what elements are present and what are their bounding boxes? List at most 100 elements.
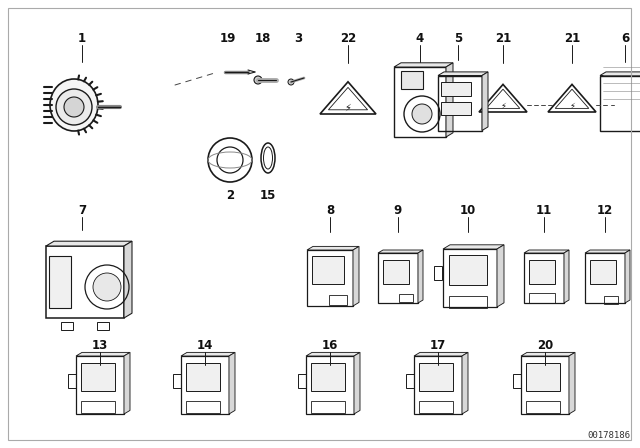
Bar xyxy=(529,260,555,284)
Bar xyxy=(298,374,306,388)
Bar xyxy=(526,401,560,413)
Bar xyxy=(329,295,347,305)
Text: 7: 7 xyxy=(78,203,86,216)
Bar xyxy=(81,363,115,391)
Polygon shape xyxy=(378,250,423,253)
Polygon shape xyxy=(229,353,235,414)
Polygon shape xyxy=(521,353,575,356)
Text: 19: 19 xyxy=(220,31,236,44)
Bar xyxy=(521,356,569,414)
Bar xyxy=(443,249,497,307)
Text: 21: 21 xyxy=(495,31,511,44)
Polygon shape xyxy=(600,72,640,76)
Polygon shape xyxy=(414,353,468,356)
Text: 4: 4 xyxy=(416,31,424,44)
Text: 17: 17 xyxy=(430,339,446,352)
Polygon shape xyxy=(124,353,130,414)
Bar xyxy=(311,401,345,413)
Polygon shape xyxy=(482,72,488,130)
Text: 3: 3 xyxy=(294,31,302,44)
Text: 9: 9 xyxy=(394,203,402,216)
Bar xyxy=(529,293,555,303)
Bar xyxy=(513,374,521,388)
Text: 00178186: 00178186 xyxy=(587,431,630,440)
Bar xyxy=(434,266,442,280)
Text: 5: 5 xyxy=(454,31,462,44)
Polygon shape xyxy=(438,72,488,76)
Text: 1: 1 xyxy=(78,31,86,44)
Polygon shape xyxy=(76,353,130,356)
Bar xyxy=(399,294,413,302)
Bar xyxy=(61,322,73,330)
Circle shape xyxy=(254,76,262,84)
Polygon shape xyxy=(307,246,359,250)
Bar xyxy=(394,67,446,137)
Polygon shape xyxy=(524,250,569,253)
Polygon shape xyxy=(353,246,359,306)
Bar xyxy=(49,256,71,308)
Ellipse shape xyxy=(50,79,98,131)
Polygon shape xyxy=(564,250,569,303)
Text: 15: 15 xyxy=(260,189,276,202)
Text: 8: 8 xyxy=(326,203,334,216)
Bar xyxy=(181,356,229,414)
Bar xyxy=(186,401,220,413)
Circle shape xyxy=(56,89,92,125)
Polygon shape xyxy=(443,245,504,249)
Bar xyxy=(97,322,109,330)
Bar xyxy=(76,356,124,414)
Bar xyxy=(81,401,115,413)
Bar xyxy=(414,356,462,414)
Polygon shape xyxy=(306,353,360,356)
Polygon shape xyxy=(462,353,468,414)
Circle shape xyxy=(412,104,432,124)
Bar xyxy=(441,82,471,96)
Polygon shape xyxy=(354,353,360,414)
Text: 10: 10 xyxy=(460,203,476,216)
Bar xyxy=(441,102,471,115)
Text: 2: 2 xyxy=(226,189,234,202)
Text: 16: 16 xyxy=(322,339,338,352)
Bar xyxy=(383,260,409,284)
Polygon shape xyxy=(585,250,630,253)
Text: 14: 14 xyxy=(197,339,213,352)
Bar xyxy=(401,71,423,89)
Text: 18: 18 xyxy=(255,31,271,44)
Circle shape xyxy=(288,79,294,85)
Text: ⚡: ⚡ xyxy=(569,102,575,111)
Bar xyxy=(378,253,418,303)
Bar xyxy=(46,246,124,318)
Bar xyxy=(585,253,625,303)
Polygon shape xyxy=(569,353,575,414)
Bar xyxy=(419,401,453,413)
Bar xyxy=(526,363,560,391)
Bar xyxy=(604,296,618,304)
Text: ⚡: ⚡ xyxy=(344,103,351,113)
Bar xyxy=(406,374,414,388)
Text: 13: 13 xyxy=(92,339,108,352)
Bar xyxy=(186,363,220,391)
Bar xyxy=(590,260,616,284)
Bar xyxy=(306,356,354,414)
Bar xyxy=(600,76,640,130)
Polygon shape xyxy=(46,241,132,246)
Bar xyxy=(173,374,181,388)
Circle shape xyxy=(93,273,121,301)
Bar xyxy=(68,374,76,388)
Text: 11: 11 xyxy=(536,203,552,216)
Text: 22: 22 xyxy=(340,31,356,44)
Bar xyxy=(307,250,353,306)
Text: 20: 20 xyxy=(537,339,553,352)
Polygon shape xyxy=(446,63,453,137)
Polygon shape xyxy=(181,353,235,356)
Polygon shape xyxy=(418,250,423,303)
Bar xyxy=(311,363,345,391)
Bar xyxy=(438,76,482,130)
Polygon shape xyxy=(625,250,630,303)
Polygon shape xyxy=(497,245,504,307)
Bar xyxy=(449,255,487,285)
Bar xyxy=(419,363,453,391)
Polygon shape xyxy=(124,241,132,318)
Text: 12: 12 xyxy=(597,203,613,216)
Bar xyxy=(449,296,487,308)
